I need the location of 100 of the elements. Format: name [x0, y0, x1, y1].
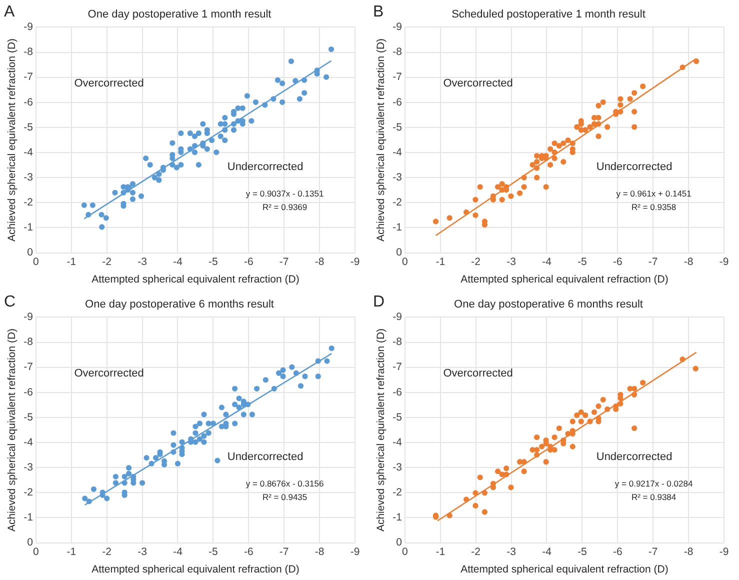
y-tick-label: -9	[392, 311, 402, 324]
x-tick-label: -2	[471, 546, 481, 558]
annotation: R² = 0.9358	[631, 202, 676, 212]
x-tick-label: -8	[314, 546, 324, 558]
y-tick-label: -4	[392, 146, 402, 158]
y-tick-label: -9	[392, 21, 402, 34]
x-tick-label: -1	[436, 546, 446, 558]
x-tick-label: -9	[350, 256, 360, 268]
y-tick-label: -8	[24, 46, 34, 58]
annotation: Overcorrected	[74, 78, 144, 90]
x-tick-label: -7	[279, 256, 289, 268]
text: C	[4, 293, 16, 310]
x-tick-label: -5	[578, 546, 588, 558]
annotation: Undercorrected	[596, 161, 672, 174]
y-tick-label: -2	[24, 196, 34, 209]
y-tick-label: -2	[24, 486, 34, 499]
x-tick-label: -8	[314, 256, 324, 268]
y-tick-label: -7	[24, 71, 34, 84]
y-tick-label: -5	[392, 411, 402, 424]
x-tick-label: -3	[138, 546, 148, 558]
y-tick-label: -8	[24, 336, 34, 348]
x-tick-label: -9	[719, 256, 729, 268]
x-tick-label: -1	[66, 256, 76, 268]
x-tick-label: -3	[138, 256, 148, 268]
y-tick-label: -8	[392, 336, 402, 348]
x-tick-label: -4	[542, 546, 552, 558]
x-tick-label: -6	[244, 546, 254, 558]
y-tick-label: -5	[24, 411, 34, 424]
y-tick-label: -7	[24, 361, 34, 374]
annotation: R² = 0.9435	[262, 492, 308, 502]
y-tick-label: -3	[24, 461, 34, 474]
x-axis-title: Attempted spherical equivalent refraction (D)	[92, 564, 300, 576]
y-tick-label: 0	[27, 246, 34, 259]
y-axis-title: Achieved spherical equivalent refraction (D)	[375, 38, 388, 242]
x-tick-label: -3	[506, 256, 516, 268]
annotation: Overcorrected	[443, 78, 513, 90]
y-tick-label: -8	[392, 46, 402, 58]
x-tick-label: -7	[648, 546, 658, 558]
x-tick-label: -9	[350, 546, 360, 558]
annotation: y = 0.9217x - 0.0284	[614, 478, 693, 488]
y-tick-label: -3	[392, 461, 402, 474]
y-tick-label: 0	[396, 536, 402, 549]
y-tick-label: -5	[392, 121, 402, 134]
y-tick-label: -1	[24, 512, 34, 524]
x-tick-label: -5	[208, 256, 218, 268]
x-tick-label: -6	[244, 256, 254, 268]
text: A	[4, 3, 15, 20]
annotation: Overcorrected	[443, 368, 513, 380]
y-tick-label: -9	[24, 311, 34, 324]
y-tick-label: -1	[392, 512, 402, 524]
y-tick-label: -4	[24, 436, 34, 448]
y-tick-label: -3	[392, 171, 402, 184]
y-tick-label: -6	[24, 96, 34, 108]
x-axis-title: Attempted spherical equivalent refraction (D)	[460, 274, 668, 286]
x-axis-title: Attempted spherical equivalent refraction (D)	[460, 564, 668, 576]
y-tick-label: -4	[24, 146, 34, 158]
y-axis-title: Achieved spherical equivalent refraction (D)	[6, 328, 18, 532]
y-tick-label: -2	[392, 196, 402, 209]
y-tick-label: -5	[24, 121, 34, 134]
x-tick-label: -7	[279, 546, 289, 558]
y-axis-title: Achieved spherical equivalent refraction (D)	[375, 328, 388, 532]
y-axis-title: Achieved spherical equivalent refraction (D)	[6, 38, 18, 242]
x-tick-label: -9	[719, 546, 729, 558]
x-axis-title: Attempted spherical equivalent refraction (D)	[92, 274, 300, 286]
text: D	[373, 293, 385, 310]
annotation: y = 0.8676x - 0.3156	[246, 478, 324, 488]
annotation: Undercorrected	[227, 451, 304, 464]
y-tick-label: -7	[392, 71, 402, 84]
annotation: y = 0.961x + 0.1451	[616, 188, 692, 198]
chart-title: One day postoperative 6 months result	[85, 298, 274, 311]
chart-title: One day postoperative 6 months result	[454, 298, 643, 311]
x-tick-label: -3	[506, 546, 516, 558]
y-tick-label: -4	[392, 436, 402, 448]
x-tick-label: -2	[471, 256, 481, 268]
y-tick-label: -1	[392, 222, 402, 234]
x-tick-label: -6	[612, 546, 622, 558]
y-tick-label: -1	[24, 222, 34, 234]
annotation: R² = 0.9384	[631, 492, 676, 502]
x-tick-label: -5	[578, 256, 588, 268]
y-tick-label: -9	[24, 21, 34, 34]
y-tick-label: 0	[396, 246, 402, 259]
x-tick-label: -5	[208, 546, 218, 558]
x-tick-label: -8	[684, 256, 694, 268]
y-tick-label: -6	[392, 386, 402, 398]
chart-title: One day postoperative 1 month result	[88, 8, 272, 21]
y-tick-label: -6	[392, 96, 402, 108]
x-tick-label: -4	[173, 546, 183, 558]
y-tick-label: 0	[27, 536, 34, 549]
x-tick-label: -4	[542, 256, 552, 268]
x-tick-label: -2	[102, 256, 112, 268]
annotation: Overcorrected	[74, 368, 144, 380]
y-tick-label: -7	[392, 361, 402, 374]
x-tick-label: -8	[684, 546, 694, 558]
annotation: y = 0.9037x - 0.1351	[246, 188, 324, 198]
chart-title: Scheduled postoperative 1 month result	[452, 8, 646, 21]
x-tick-label: -2	[102, 546, 112, 558]
y-tick-label: -6	[24, 386, 34, 398]
annotation: Undercorrected	[227, 161, 304, 174]
y-tick-label: -3	[24, 171, 34, 184]
x-tick-label: -7	[648, 256, 658, 268]
